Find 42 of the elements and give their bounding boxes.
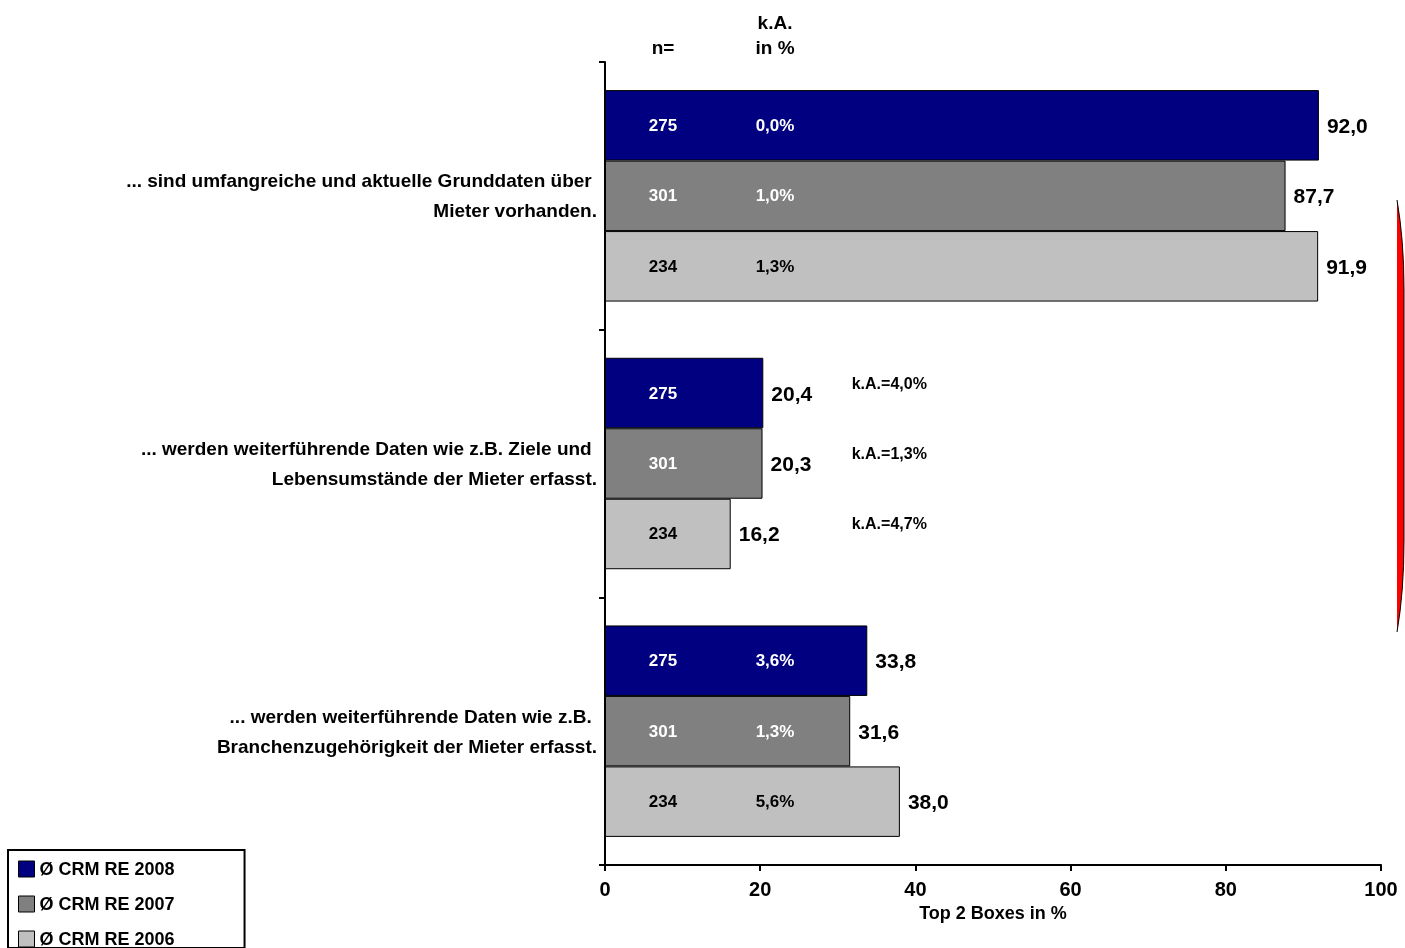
data-label: 38,0 [907, 790, 949, 814]
annotation: 301 [648, 721, 678, 741]
x-tick-label: 100 [1364, 878, 1398, 900]
legend-label: Ø CRM RE 2008 [39, 859, 175, 879]
data-label: 91,9 [1326, 254, 1368, 278]
text: n= [651, 37, 675, 58]
annotation: 301 [648, 454, 678, 473]
x-tick-label: 80 [1214, 878, 1237, 900]
y-tick-label: ... werden weiterführende Daten wie z.B. Ziele und Lebensumstände der Mieter erfasst. [140, 438, 597, 489]
annotation: k.A.=1,3% [851, 445, 927, 462]
annotation: 1,3% [755, 721, 795, 741]
data-label: 92,0 [1326, 113, 1368, 137]
x-axis-title: Top 2 Boxes in % [919, 902, 1067, 923]
annotation: 0,0% [755, 115, 795, 135]
legend-label: Ø CRM RE 2007 [39, 894, 175, 914]
text: k.A. in % [755, 12, 795, 58]
annotation: 5,6% [755, 792, 795, 812]
annotation: k.A.=4,7% [851, 515, 927, 533]
annotation: 301 [648, 186, 678, 206]
annotation: k.A.=4,0% [851, 374, 927, 392]
data-label: 20,4 [771, 381, 813, 405]
legend-label: Ø CRM RE 2006 [39, 929, 175, 948]
data-label: 16,2 [738, 522, 780, 546]
annotation: 234 [648, 524, 678, 544]
y-tick-label: ... werden weiterführende Daten wie z.B. Branchenzugehörigkeit der Mieter erfasst. [216, 705, 597, 757]
data-label: 31,6 [858, 719, 900, 743]
x-tick-label: 60 [1059, 878, 1082, 900]
data-label: 20,3 [770, 452, 812, 475]
annotation: 234 [648, 792, 678, 812]
annotation: 1,3% [755, 256, 795, 276]
annotation: 275 [648, 651, 678, 671]
x-tick-label: 20 [749, 878, 772, 900]
data-label: 87,7 [1293, 184, 1335, 208]
annotation: 275 [648, 115, 678, 135]
x-tick-label: 0 [599, 878, 611, 900]
y-tick-label: ... sind umfangreiche und aktuelle Grunddaten über Mieter vorhanden. [126, 170, 597, 222]
annotation: 234 [648, 256, 678, 276]
annotation: 1,0% [755, 186, 795, 206]
x-tick-label: 40 [904, 878, 927, 900]
data-label: 33,8 [875, 649, 917, 673]
annotation: 275 [648, 383, 678, 403]
annotation: 3,6% [755, 651, 795, 671]
